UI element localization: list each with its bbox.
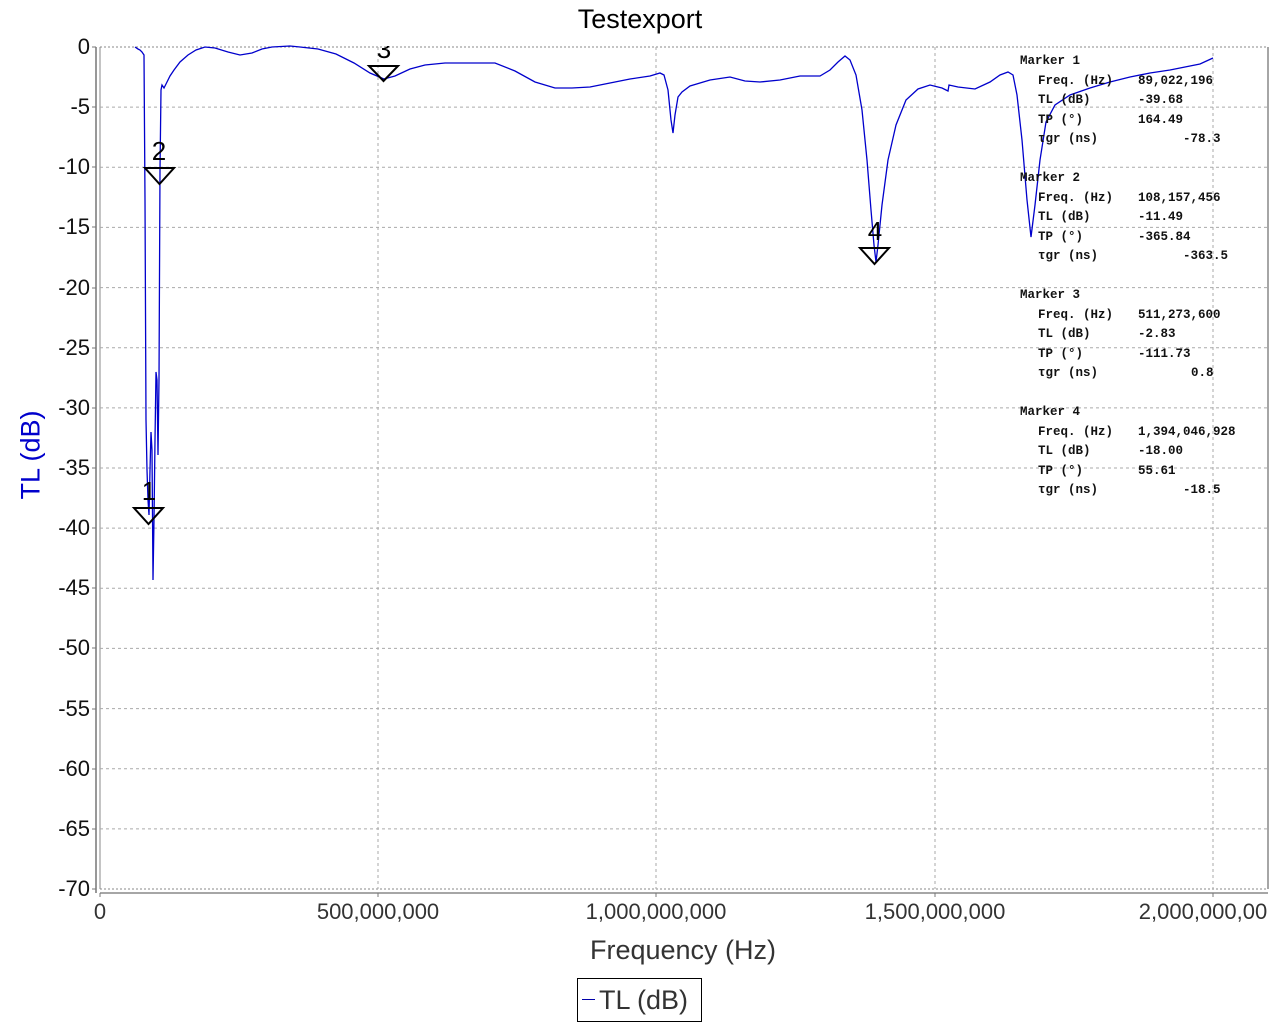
marker-readout-4: Marker 4 Freq. (Hz) 1,394,046,928 TL (dB)… [1020, 403, 1236, 501]
marker-readout-row: τgr (ns) -363.5 [1038, 249, 1229, 263]
y-tick-label: -25 [58, 335, 90, 360]
y-tick-label: -15 [58, 214, 90, 239]
tick-marks [92, 46, 1214, 897]
marker-3-triangle[interactable] [366, 65, 401, 83]
plot-frame [95, 46, 1269, 894]
y-tick-label: -50 [58, 635, 90, 660]
marker-readout-row: TP (°) 164.49 [1038, 112, 1184, 127]
y-tick-label: -65 [58, 816, 90, 841]
y-gridlines [100, 106, 1268, 830]
y-tick-label: -5 [70, 94, 90, 119]
marker-1-triangle[interactable] [131, 507, 166, 526]
x-tick-label: 2,000,000,00 [1138, 899, 1268, 924]
marker-readout-title: Marker 4 [1020, 405, 1081, 419]
marker-readout-title: Marker 3 [1020, 288, 1081, 302]
x-axis-label: Frequency (Hz) [589, 935, 777, 965]
legend-line-swatch-icon [582, 998, 595, 1000]
marker-readout-row: Freq. (Hz) 108,157,456 [1038, 190, 1221, 205]
marker-2-label: 2 [151, 136, 167, 166]
tl-series-line [134, 45, 1214, 581]
marker-readout-row: TP (°) -111.73 [1038, 346, 1191, 361]
y-tick-label: -55 [58, 696, 90, 721]
marker-readout-row: TP (°) 55.61 [1038, 463, 1176, 478]
marker-readout-3: Marker 3 Freq. (Hz) 511,273,600 TL (dB) -2… [1020, 286, 1221, 384]
marker-readout-title: Marker 1 [1020, 54, 1081, 68]
marker-readout-panel: Marker 1 Freq. (Hz) 89,022,196 TL (dB) -39… [1020, 52, 1236, 520]
x-tick-label: 1,000,000,000 [585, 899, 727, 924]
marker-readout-row: τgr (ns) -18.5 [1038, 483, 1221, 497]
x-tick-label: 0 [93, 899, 107, 924]
x-gridlines [377, 47, 1214, 889]
marker-readout-row: τgr (ns) -78.3 [1038, 132, 1221, 146]
y-tick-label: -35 [58, 455, 90, 480]
marker-readout-1: Marker 1 Freq. (Hz) 89,022,196 TL (dB) -39… [1020, 52, 1221, 150]
marker-readout-title: Marker 2 [1020, 171, 1081, 185]
marker-readout-row: TL (dB) -2.83 [1038, 327, 1176, 341]
marker-readout-row: τgr (ns) 0.8 [1038, 366, 1214, 380]
marker-readout-row: TL (dB) -18.00 [1038, 444, 1184, 458]
marker-4-label: 4 [867, 216, 883, 246]
marker-3-label: 3 [376, 34, 392, 64]
y-tick-label: -60 [58, 756, 90, 781]
marker-readout-row: TL (dB) -39.68 [1038, 93, 1184, 107]
marker-readout-row: Freq. (Hz) 89,022,196 [1038, 73, 1214, 88]
y-tick-label: -45 [58, 575, 90, 600]
y-tick-label: -10 [58, 154, 90, 179]
marker-readout-row: Freq. (Hz) 1,394,046,928 [1038, 424, 1236, 439]
marker-1-label: 1 [141, 476, 157, 506]
y-tick-label: -20 [58, 275, 90, 300]
y-tick-label: -30 [58, 395, 90, 420]
y-tick-label: -70 [58, 876, 90, 901]
chart-title: Testexport [577, 4, 703, 34]
marker-readout-row: TP (°) -365.84 [1038, 229, 1191, 244]
y-tick-label: -40 [58, 515, 90, 540]
legend-label: TL (dB) [599, 984, 689, 1015]
marker-readout-row: TL (dB) -11.49 [1038, 210, 1184, 224]
marker-readout-2: Marker 2 Freq. (Hz) 108,157,456 TL (dB) -1… [1020, 169, 1229, 267]
x-tick-label: 500,000,000 [316, 899, 440, 924]
marker-4-triangle[interactable] [857, 247, 892, 266]
marker-readout-row: Freq. (Hz) 511,273,600 [1038, 307, 1221, 322]
legend[interactable]: TL (dB) [577, 978, 702, 1022]
y-tick-label: 0 [77, 34, 90, 59]
x-tick-label: 1,500,000,000 [864, 899, 1006, 924]
marker-2-triangle[interactable] [142, 167, 177, 186]
